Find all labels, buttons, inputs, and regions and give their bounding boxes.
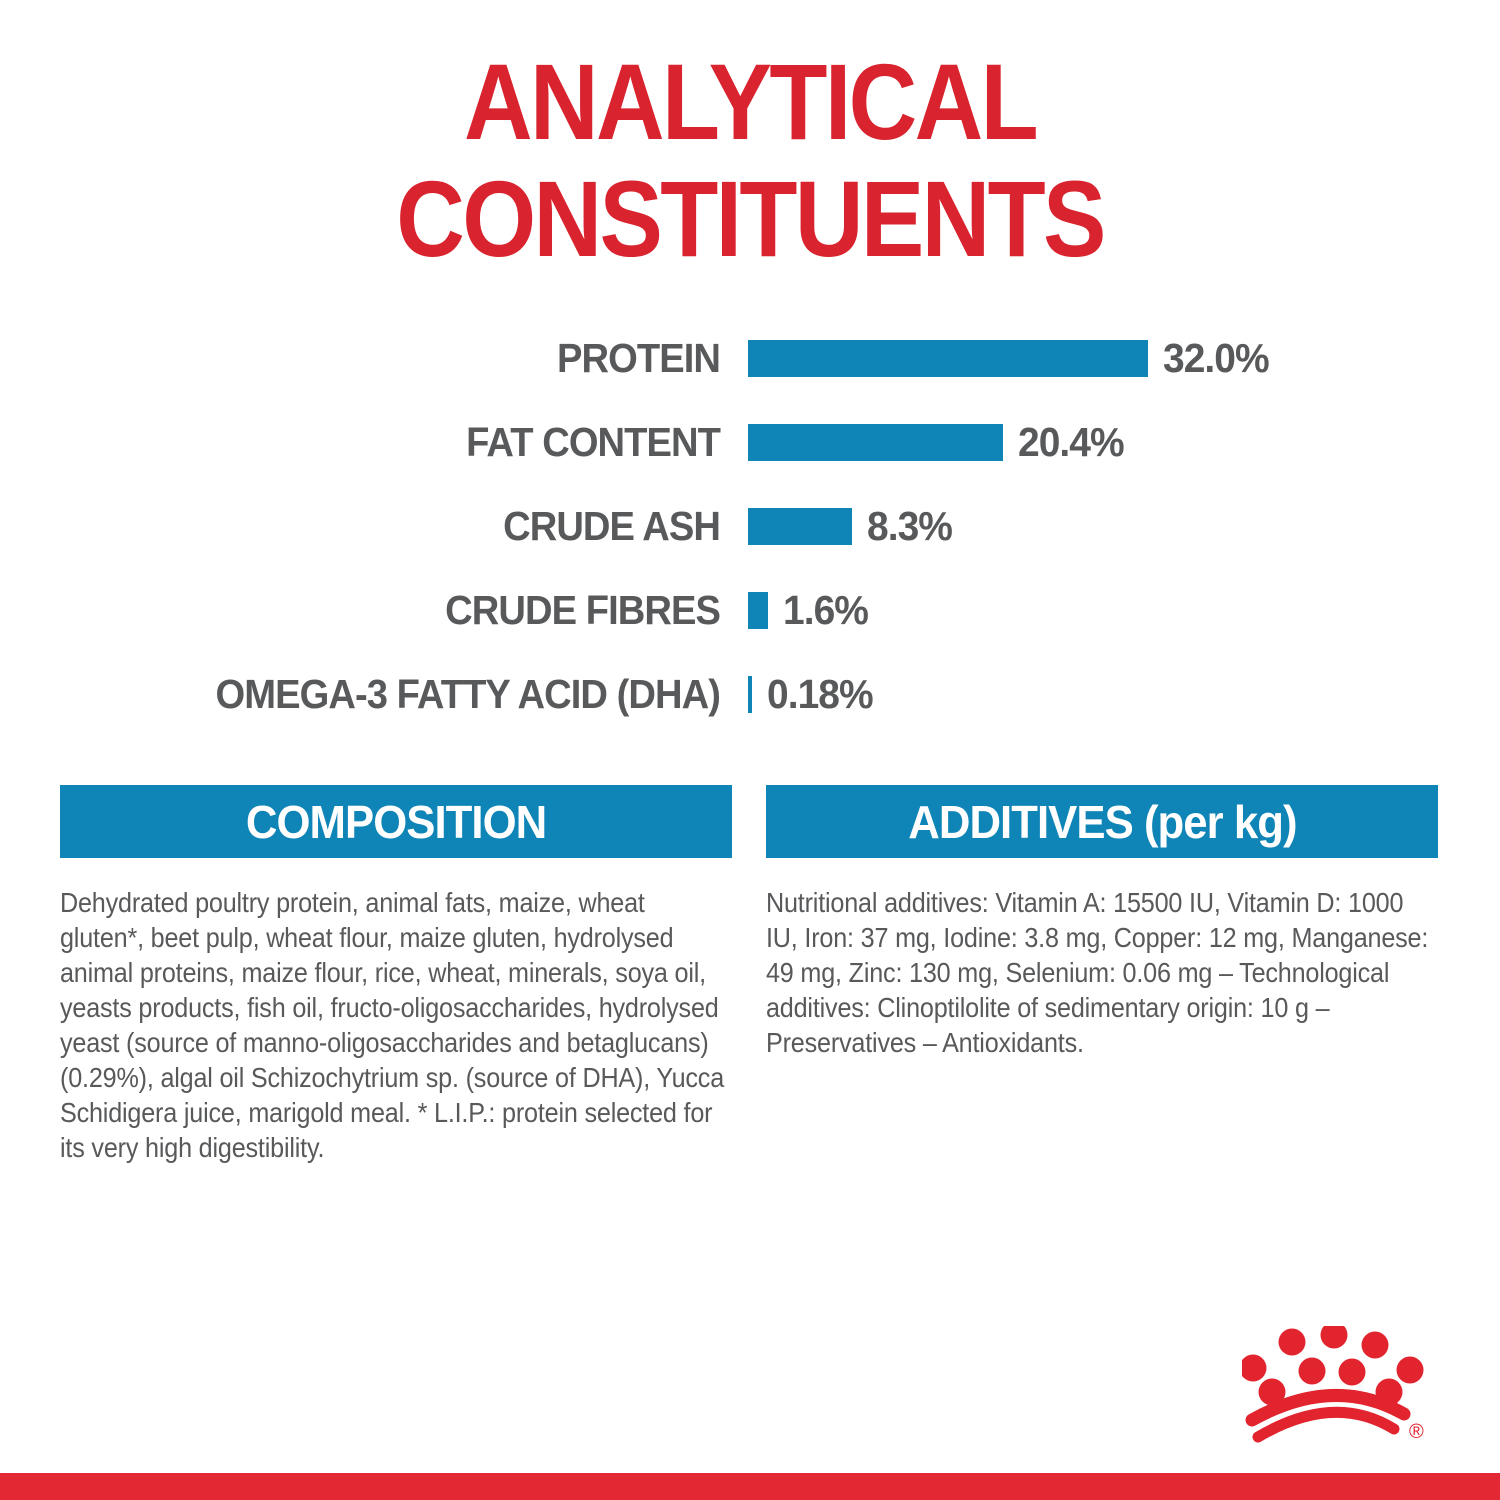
composition-header: COMPOSITION (60, 785, 732, 858)
chart-bar (748, 507, 852, 545)
composition-header-label: COMPOSITION (245, 795, 547, 848)
chart-bar (748, 423, 1003, 461)
chart-value-label: 1.6% (783, 586, 869, 633)
chart-value-label: 32.0% (1163, 334, 1270, 381)
additives-header-label: ADDITIVES (per kg) (907, 795, 1297, 848)
composition-section: COMPOSITION Dehydrated poultry protein, … (60, 785, 732, 1165)
additives-section: ADDITIVES (per kg) Nutritional additives… (766, 785, 1438, 1060)
footer-red-strip (0, 1473, 1500, 1500)
chart-category-label: PROTEIN (557, 334, 721, 381)
chart-value-label: 20.4% (1018, 418, 1125, 465)
chart-row-omega3-dha: OMEGA-3 FATTY ACID (DHA) 0.18% (0, 652, 1500, 736)
chart-bar (748, 339, 1148, 377)
chart-bar (748, 591, 768, 629)
chart-row-crude-ash: CRUDE ASH 8.3% (0, 484, 1500, 568)
chart-category-label: OMEGA-3 FATTY ACID (DHA) (215, 670, 721, 717)
chart-value-label: 0.18% (767, 670, 874, 717)
chart-category-label: FAT CONTENT (466, 418, 721, 465)
royal-canin-crown-logo: ® (1239, 1321, 1434, 1446)
chart-row-crude-fibres: CRUDE FIBRES 1.6% (0, 568, 1500, 652)
page-title: ANALYTICAL CONSTITUENTS (0, 41, 1500, 279)
chart-category-label: CRUDE ASH (503, 502, 721, 549)
crown-icon: ® (1239, 1321, 1424, 1443)
chart-bar (748, 675, 752, 713)
additives-body-text: Nutritional additives: Vitamin A: 15500 … (766, 887, 1429, 1058)
chart-row-fat-content: FAT CONTENT 20.4% (0, 400, 1500, 484)
composition-body-text: Dehydrated poultry protein, animal fats,… (60, 887, 725, 1163)
chart-value-label: 8.3% (867, 502, 953, 549)
additives-header: ADDITIVES (per kg) (766, 785, 1438, 858)
chart-category-label: CRUDE FIBRES (445, 586, 721, 633)
registered-trademark-symbol: ® (1409, 1421, 1424, 1443)
page-title-line1: ANALYTICAL (463, 41, 1039, 162)
page-title-line2: CONSTITUENTS (396, 157, 1106, 279)
analytical-constituents-chart: PROTEIN 32.0% FAT CONTENT 20.4% CRUDE AS… (0, 316, 1500, 736)
chart-row-protein: PROTEIN 32.0% (0, 316, 1500, 400)
